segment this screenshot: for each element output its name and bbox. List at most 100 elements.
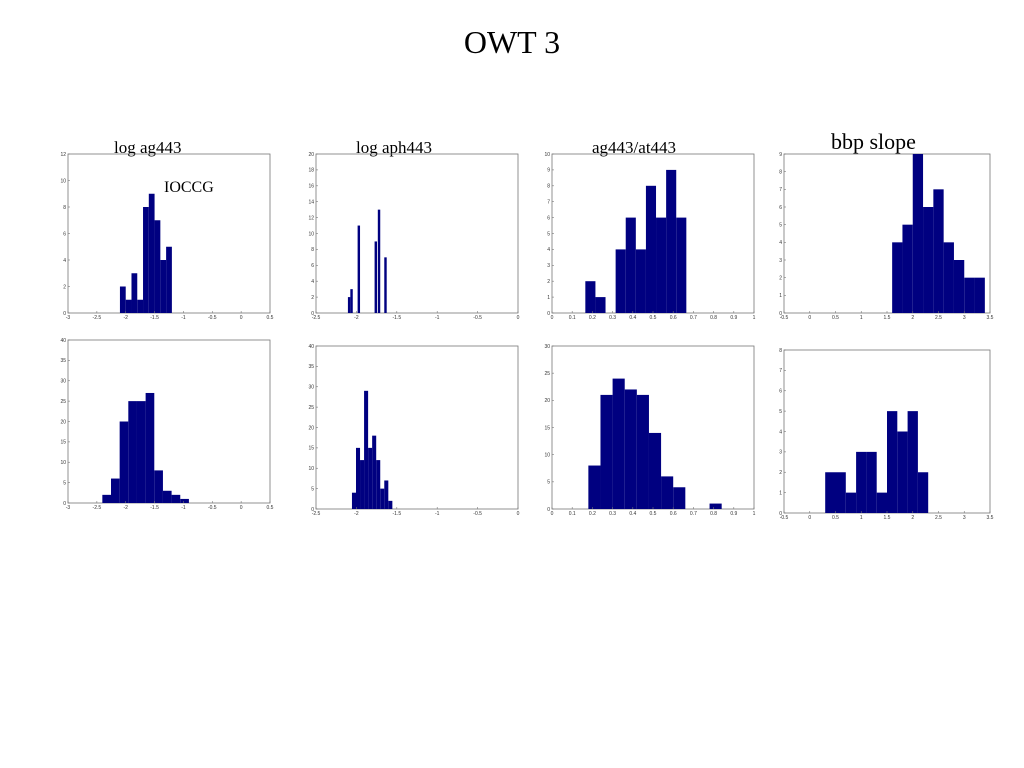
y-tick-label: 4 [311,279,314,285]
y-tick-label: 6 [779,205,782,211]
x-tick-label: 0.4 [629,511,636,517]
histogram-bar-7 [160,260,167,313]
y-tick-label: 25 [60,399,66,405]
y-tick-label: 12 [60,152,66,158]
histogram-bar-5 [384,257,387,313]
y-tick-label: 5 [779,222,782,228]
x-tick-label: -2.5 [312,315,321,321]
histogram-bar-3 [137,299,144,313]
y-tick-label: 20 [544,398,550,404]
y-tick-label: 8 [63,205,66,211]
y-tick-label: 0 [779,511,782,517]
y-tick-label: 6 [779,389,782,395]
x-tick-label: -2 [123,315,128,321]
histogram-bar-8 [384,480,389,509]
y-tick-label: 20 [308,425,314,431]
x-tick-label: -1 [181,505,186,511]
y-tick-label: 10 [544,152,550,158]
y-tick-label: 15 [308,446,314,452]
histogram-bar-9 [388,500,393,509]
histogram-bar-4 [636,394,649,509]
x-tick-label: -3 [66,505,71,511]
histogram-bar-10 [709,503,722,509]
histogram-bar-7 [897,431,908,513]
histogram-bar-6 [154,470,163,503]
histogram-bar-4 [866,451,877,513]
x-tick-label: 2 [911,515,914,521]
y-tick-label: 0 [547,311,550,317]
x-tick-label: 0.7 [690,511,697,517]
x-tick-label: -2.5 [93,315,102,321]
y-tick-label: 20 [60,419,66,425]
y-tick-label: 2 [547,279,550,285]
histogram-bar-1 [902,224,913,313]
y-tick-label: 18 [308,168,314,174]
x-tick-label: 1.5 [884,515,891,521]
histogram-bar-0 [588,465,601,509]
y-tick-label: 6 [547,215,550,221]
y-tick-label: 3 [547,263,550,269]
histogram-bar-5 [648,432,662,509]
column-title-log-ag443: log ag443 [114,138,182,157]
y-tick-label: 1 [779,490,782,496]
y-tick-label: 4 [779,240,782,246]
y-tick-label: 0 [311,507,314,513]
y-tick-label: 35 [60,358,66,364]
x-tick-label: 0.5 [650,315,657,321]
y-tick-label: 10 [308,466,314,472]
y-tick-label: 8 [311,247,314,253]
y-tick-label: 5 [311,486,314,492]
histogram-bar-2 [615,249,626,313]
histogram-top-log-ag443: -3 -2.5 -2 -1.5 -1 -0.5 0 0.5 0 2 4 6 8 10 12 [60,152,274,321]
histogram-bar-9 [180,498,189,503]
x-tick-label: 0.1 [569,315,576,321]
histogram-bar-1 [600,394,613,509]
histogram-bar-0 [119,286,126,313]
y-tick-label: 8 [779,348,782,354]
x-tick-label: 0.5 [267,315,274,321]
y-tick-label: 7 [779,187,782,193]
x-tick-label: -0.5 [473,511,482,517]
histogram-bottom-log-ag443: -3 -2.5 -2 -1.5 -1 -0.5 0 0.5 0 5 10 15 20 25 30 35 40 [60,338,274,511]
x-tick-label: -2.5 [312,511,321,517]
histogram-bar-7 [666,169,677,313]
histogram-bar-5 [876,492,887,513]
y-tick-label: 16 [308,184,314,190]
x-tick-label: -2.5 [93,505,102,511]
x-tick-label: 0.1 [569,511,576,517]
x-tick-label: 0.2 [589,315,596,321]
x-tick-label: 0.2 [589,511,596,517]
x-tick-label: -1.5 [392,315,401,321]
histogram-bar-2 [912,154,924,313]
histogram-bar-2 [357,225,361,313]
x-tick-label: 0 [517,315,520,321]
histogram-bar-5 [145,392,155,503]
x-tick-label: 3.5 [987,315,994,321]
x-tick-label: -0.5 [208,505,217,511]
x-tick-label: 0.3 [609,315,616,321]
x-tick-label: -2 [123,505,128,511]
histogram-bar-7 [673,487,686,509]
y-tick-label: 0 [63,311,66,317]
histogram-bar-6 [887,411,898,513]
plot-frame [67,339,271,504]
x-tick-label: 0.5 [267,505,274,511]
x-tick-label: -0.5 [780,315,789,321]
column-title-bbp-slope: bbp slope [831,129,916,154]
y-tick-label: 25 [308,405,314,411]
y-tick-label: 5 [547,480,550,486]
histogram-top-ag443-at443: 0 0.1 0.2 0.3 0.4 0.5 0.6 0.7 0.8 0.9 101234567891… [544,152,755,321]
histogram-bar-2 [119,421,129,503]
histogram-bar-4 [377,209,381,313]
x-tick-label: 0 [240,315,243,321]
x-tick-label: -2 [354,511,359,517]
x-tick-label: -0.5 [473,315,482,321]
y-tick-label: 14 [308,200,314,206]
histogram-bar-0 [892,242,903,313]
y-tick-label: 2 [311,295,314,301]
histogram-bar-6 [154,220,161,313]
histogram-bar-3 [856,451,867,513]
histogram-bar-8 [907,411,918,513]
